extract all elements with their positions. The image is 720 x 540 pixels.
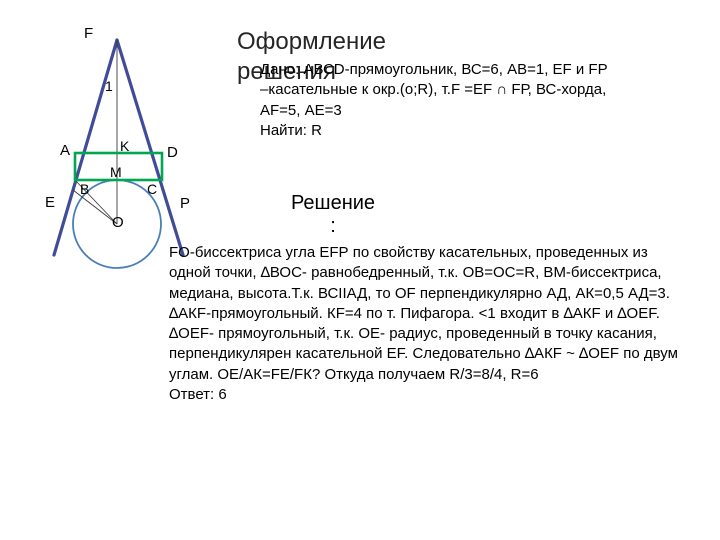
find-text: Найти: R	[260, 122, 322, 139]
given-text: Дано: АВСD-прямоугольник, ВС=6, АВ=1, ЕF…	[260, 61, 608, 119]
solution-text: FО-биссектриса угла ЕFР по свойству каса…	[169, 244, 678, 383]
label-C: C	[147, 181, 157, 197]
label-E: E	[45, 194, 55, 211]
label-B: B	[80, 181, 89, 197]
label-M: M	[110, 164, 122, 180]
solution-label-2: :	[330, 215, 336, 237]
solution-label: Решение :	[283, 192, 383, 238]
solution-label-1: Решение	[291, 192, 375, 214]
label-A: A	[60, 142, 70, 159]
label-F: F	[84, 25, 93, 42]
label-K: K	[120, 138, 129, 154]
label-P: P	[180, 195, 190, 212]
label-O: О	[112, 214, 124, 231]
title-line1: Оформление	[237, 27, 386, 57]
answer-text: Ответ: 6	[169, 386, 227, 403]
given-block: Дано: АВСD-прямоугольник, ВС=6, АВ=1, ЕF…	[260, 60, 610, 141]
solution-body: FО-биссектриса угла ЕFР по свойству каса…	[169, 243, 679, 405]
label-D: D	[167, 144, 178, 161]
label-1: 1	[105, 78, 113, 94]
